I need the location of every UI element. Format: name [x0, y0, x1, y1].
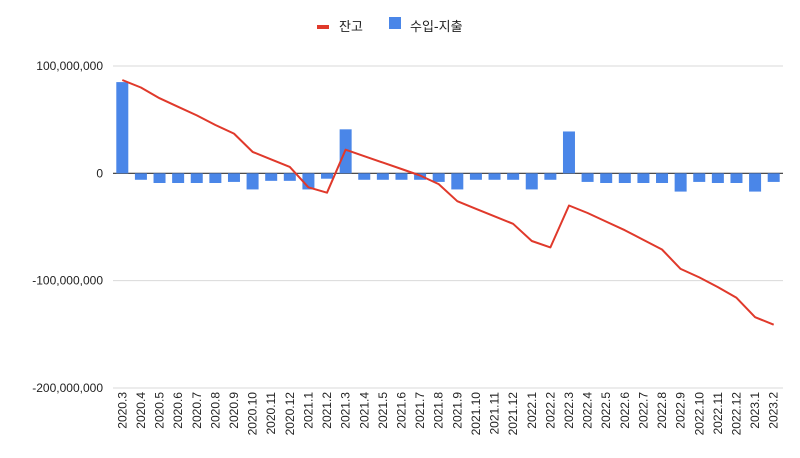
x-tick-label: 2022.9 — [674, 392, 688, 429]
legend-label-balance: 잔고 — [339, 20, 363, 35]
y-tick-label: 0 — [96, 166, 103, 180]
bar — [358, 173, 371, 180]
x-tick-label: 2022.1 — [525, 392, 539, 429]
x-tick-label: 2023.1 — [748, 392, 762, 429]
legend-swatch-balance — [317, 25, 329, 29]
x-tick-label: 2022.7 — [636, 392, 650, 429]
bar — [376, 173, 389, 180]
legend-label-income-expense: 수입-지출 — [410, 20, 463, 35]
x-tick-label: 2021.1 — [301, 392, 315, 429]
x-tick-label: 2022.3 — [562, 392, 576, 429]
x-tick-label: 2020.7 — [190, 392, 204, 429]
bar — [209, 173, 222, 183]
bar — [767, 173, 780, 182]
bar — [637, 173, 650, 183]
x-tick-label: 2021.12 — [506, 392, 520, 436]
x-tick-label: 2021.10 — [469, 392, 483, 436]
bar — [693, 173, 706, 182]
legend-swatch-income-expense — [389, 17, 401, 29]
x-tick-label: 2022.11 — [711, 392, 725, 435]
y-tick-label: -100,000,000 — [32, 274, 103, 288]
x-tick-label: 2021.11 — [488, 392, 502, 435]
x-tick-label: 2021.8 — [432, 392, 446, 429]
bar — [562, 131, 575, 174]
x-tick-label: 2020.12 — [283, 392, 297, 436]
x-tick-label: 2021.5 — [376, 392, 390, 429]
bar — [134, 173, 147, 180]
x-tick-label: 2020.11 — [264, 392, 278, 435]
bar — [730, 173, 743, 183]
y-axis-tick-labels: 100,000,000 0 -100,000,000 -200,000,000 — [32, 59, 103, 395]
bar — [246, 173, 259, 190]
x-axis-tick-labels: 2020.3 2020.4 2020.5 2020.6 2020.7 2020.8 2020… — [115, 392, 780, 436]
x-tick-label: 2022.4 — [581, 392, 595, 429]
bar — [674, 173, 687, 192]
bar — [656, 173, 669, 183]
bar — [525, 173, 538, 190]
bar — [172, 173, 185, 183]
bar — [488, 173, 501, 180]
x-tick-label: 2020.6 — [171, 392, 185, 429]
bar — [265, 173, 278, 181]
x-tick-label: 2021.9 — [450, 392, 464, 429]
bar — [321, 173, 334, 179]
balance-line — [121, 79, 775, 326]
y-tick-label: -200,000,000 — [32, 381, 103, 395]
bar-series — [116, 82, 780, 192]
x-tick-label: 2021.2 — [320, 392, 334, 429]
x-tick-label: 2020.9 — [227, 392, 241, 429]
bar — [711, 173, 724, 183]
bar — [451, 173, 464, 190]
x-tick-label: 2020.4 — [134, 392, 148, 429]
bar — [581, 173, 594, 182]
x-tick-label: 2020.3 — [115, 392, 129, 429]
y-tick-label: 100,000,000 — [36, 59, 103, 73]
bar — [618, 173, 631, 183]
x-tick-label: 2022.12 — [729, 392, 743, 436]
x-tick-label: 2023.2 — [767, 392, 781, 429]
bar — [507, 173, 520, 180]
bar — [749, 173, 762, 192]
x-tick-label: 2022.2 — [543, 392, 557, 429]
x-tick-label: 2021.7 — [413, 392, 427, 429]
bar — [395, 173, 408, 180]
x-tick-label: 2021.6 — [394, 392, 408, 429]
x-tick-label: 2022.5 — [599, 392, 613, 429]
bar — [469, 173, 482, 180]
x-tick-label: 2022.6 — [618, 392, 632, 429]
x-tick-label: 2022.10 — [692, 392, 706, 436]
x-tick-label: 2020.5 — [153, 392, 167, 429]
x-tick-label: 2020.10 — [246, 392, 260, 436]
bar — [283, 173, 296, 181]
x-tick-label: 2022.8 — [655, 392, 669, 429]
bar — [227, 173, 240, 182]
x-tick-label: 2021.4 — [357, 392, 371, 429]
legend: 잔고 수입-지출 — [317, 17, 463, 35]
bar — [190, 173, 203, 183]
bar — [153, 173, 166, 183]
bar — [600, 173, 613, 183]
bar — [432, 173, 445, 182]
x-tick-label: 2021.3 — [339, 392, 353, 429]
bar — [116, 82, 129, 174]
line-series — [121, 79, 775, 326]
x-tick-label: 2020.8 — [208, 392, 222, 429]
bar — [544, 173, 557, 180]
gridlines — [113, 65, 783, 389]
